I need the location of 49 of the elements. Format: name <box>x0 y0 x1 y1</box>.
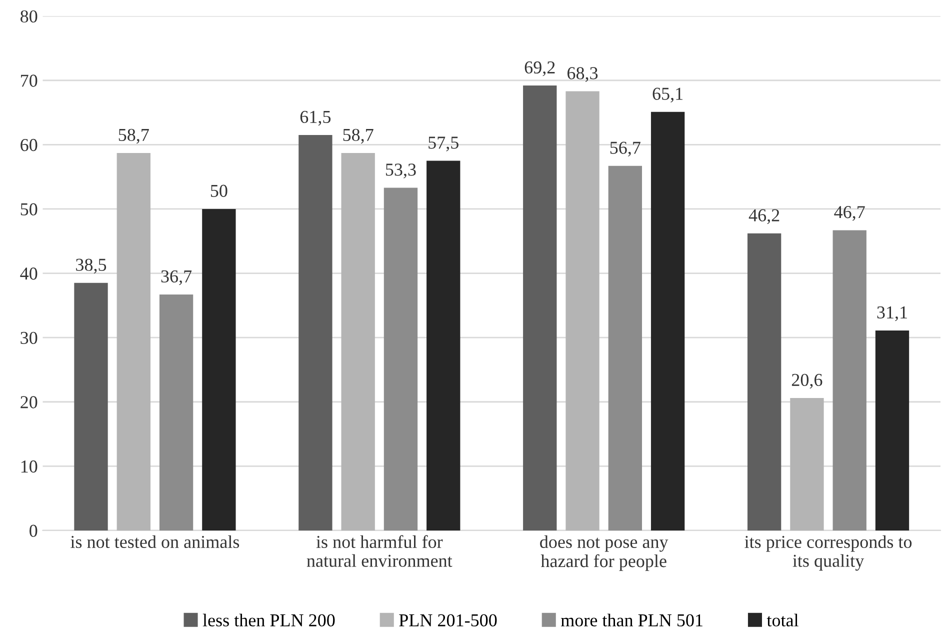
data-label: 36,7 <box>161 270 192 286</box>
bar <box>74 282 108 530</box>
x-tick-label: does not pose any hazard for people <box>540 535 668 571</box>
data-label: 20,6 <box>792 374 822 389</box>
legend-label: total <box>766 614 798 626</box>
data-label: 58,7 <box>343 128 374 144</box>
bar <box>608 166 642 530</box>
data-label: 61,5 <box>300 110 331 126</box>
y-tick-label: 50 <box>20 203 38 216</box>
bar <box>875 330 910 530</box>
data-label: 31,1 <box>877 306 907 322</box>
y-tick-label: 10 <box>21 460 38 473</box>
bar <box>566 91 600 530</box>
data-label: 46,7 <box>834 206 865 221</box>
data-label: 56,7 <box>610 142 640 156</box>
legend-label: PLN 201-500 <box>399 614 497 626</box>
y-tick-label: 20 <box>20 396 38 408</box>
bar <box>298 135 332 530</box>
bar <box>650 112 685 530</box>
y-tick-label: 60 <box>20 138 38 152</box>
bar <box>790 398 824 530</box>
data-label: 38,5 <box>76 258 106 274</box>
data-label: 58,7 <box>118 128 149 144</box>
y-tick-label: 0 <box>30 524 38 537</box>
bar <box>341 153 375 530</box>
legend-label: more than PLN 501 <box>560 614 702 626</box>
bar <box>116 153 150 530</box>
data-label: 69,2 <box>524 61 555 76</box>
bar <box>384 188 418 530</box>
data-label: 68,3 <box>568 67 598 82</box>
y-tick-label: 80 <box>20 10 38 23</box>
x-tick-label: is not harmful for natural environment <box>306 535 452 567</box>
y-tick-label: 30 <box>20 332 38 344</box>
data-label: 65,1 <box>652 88 683 102</box>
x-tick-label: is not tested on animals <box>70 535 240 548</box>
bar <box>426 160 460 530</box>
y-tick-label: 70 <box>21 74 38 87</box>
bar <box>523 86 557 530</box>
data-label: 46,2 <box>748 209 780 224</box>
bar <box>159 294 194 530</box>
legend-label: less then PLN 200 <box>202 614 335 626</box>
data-label: 53,3 <box>386 164 416 178</box>
data-label: 50 <box>210 184 228 197</box>
bar <box>202 208 236 530</box>
bar <box>832 230 866 530</box>
bar <box>747 233 782 530</box>
x-tick-label: its price corresponds to its quality <box>744 535 912 571</box>
data-label: 57,5 <box>428 136 458 152</box>
y-tick-label: 40 <box>20 268 38 280</box>
